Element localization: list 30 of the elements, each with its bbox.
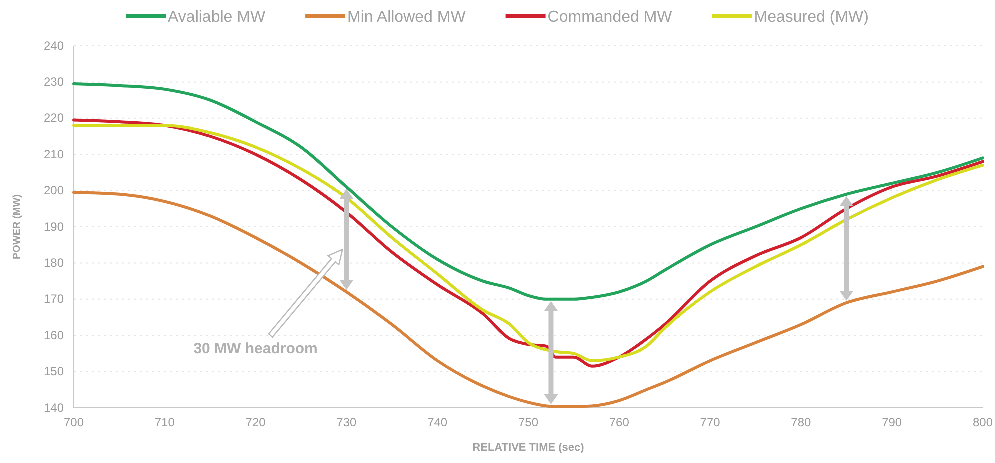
y-tick-label: 230	[44, 75, 64, 90]
y-axis-title: POWER (MW)	[12, 194, 23, 260]
x-tick-label: 770	[700, 416, 721, 430]
y-tick-label: 200	[44, 184, 64, 198]
x-tick-label: 750	[518, 416, 539, 430]
line-series	[72, 82, 984, 301]
y-tick-label: 170	[44, 292, 64, 306]
legend-label: Min Allowed MW	[348, 9, 467, 26]
x-tick-label: 710	[154, 416, 176, 430]
y-tick-label: 180	[44, 256, 64, 270]
legend-label: Measured (MW)	[754, 9, 869, 26]
y-tick-label: 220	[44, 111, 64, 126]
annotation: 30 MW headroom	[194, 340, 318, 358]
x-tick-label: 760	[609, 416, 630, 430]
y-tick-label: 160	[44, 328, 64, 342]
y-tick-label: 240	[44, 38, 64, 53]
x-tick-label: 700	[64, 416, 84, 430]
y-tick-label: 210	[44, 147, 64, 162]
x-tick-label: 740	[428, 416, 448, 430]
x-tick-label: 780	[791, 416, 812, 430]
y-tick-label: 190	[44, 220, 64, 234]
x-tick-label: 730	[336, 416, 358, 430]
x-tick-label: 720	[246, 416, 266, 430]
legend-label: Avaliable MW	[168, 9, 266, 26]
x-tick-label: 790	[882, 416, 902, 430]
y-tick-label: 140	[44, 400, 64, 415]
y-tick-label: 150	[44, 364, 64, 379]
legend-label: Commanded MW	[548, 9, 674, 26]
x-axis-title: RELATIVE TIME (sec)	[472, 442, 585, 454]
x-tick-label: 800	[972, 416, 994, 430]
